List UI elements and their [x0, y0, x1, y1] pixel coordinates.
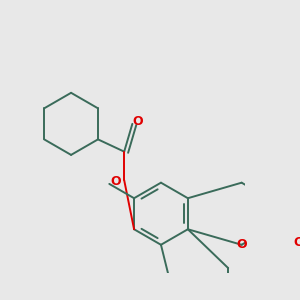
- Text: O: O: [236, 238, 247, 251]
- Text: O: O: [293, 236, 300, 249]
- Text: O: O: [111, 176, 121, 188]
- Text: O: O: [133, 115, 143, 128]
